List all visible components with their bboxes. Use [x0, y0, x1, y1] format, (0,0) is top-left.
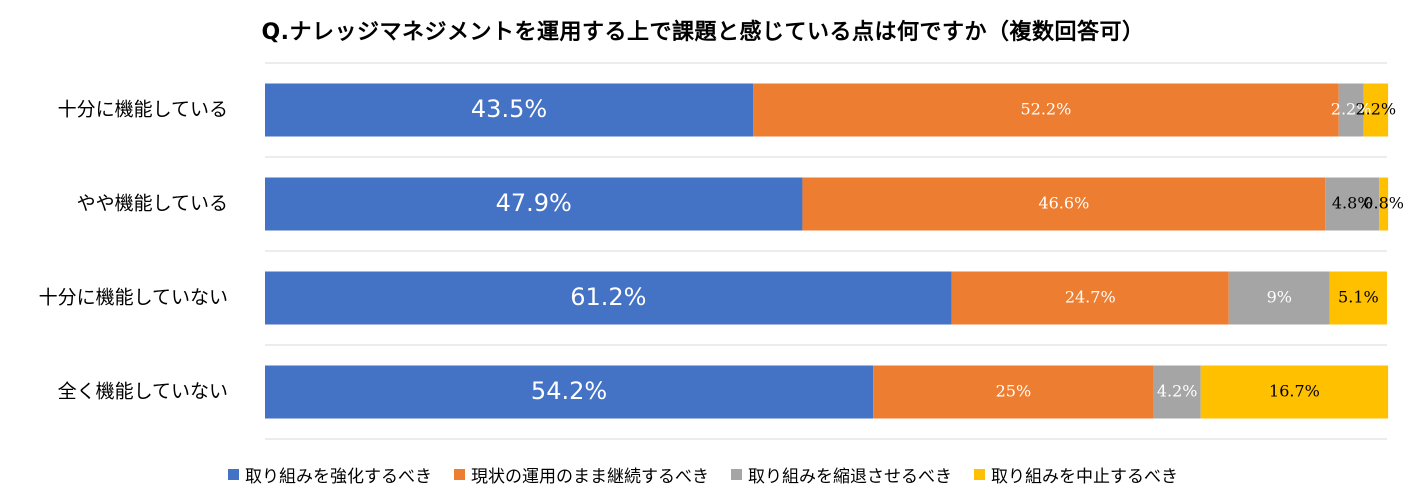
category-label: 全く機能していない [58, 381, 228, 403]
legend-label: 取り組みを強化するべき [245, 467, 432, 487]
bar-segment [1363, 83, 1389, 137]
bar-segment [951, 271, 1229, 325]
legend-swatch [454, 469, 465, 480]
data-label: 5.1% [1338, 288, 1379, 307]
bar-segment [1153, 365, 1201, 419]
bar-segment [1200, 365, 1389, 419]
category-label: やや機能している [77, 193, 228, 215]
legend-item: 現状の運用のまま継続するべき [454, 462, 709, 487]
data-label: 2.2% [1331, 100, 1372, 119]
legend-label: 取り組みを縮退させるべき [748, 467, 952, 487]
bar-segment [802, 177, 1326, 231]
category-label: 十分に機能している [58, 99, 228, 121]
data-label: 25% [996, 382, 1032, 401]
data-label: 46.6% [1038, 194, 1089, 213]
data-label: 16.7% [1269, 382, 1320, 401]
legend-item: 取り組みを縮退させるべき [731, 462, 952, 487]
data-label: 52.2% [1020, 100, 1071, 119]
legend-label: 現状の運用のまま継続するべき [471, 467, 709, 487]
data-label: 2.2% [1355, 100, 1396, 119]
bar-segment [265, 365, 874, 419]
bar-segment [753, 83, 1339, 137]
data-label: 4.8% [1332, 194, 1373, 213]
data-label: 47.9% [496, 189, 572, 217]
bar-segment [1325, 177, 1380, 231]
chart-title: Q.ナレッジマネジメントを運用する上で課題と感じている点は何ですか（複数回答可） [261, 20, 1145, 45]
data-label: 43.5% [471, 95, 547, 123]
bar-segment [265, 177, 803, 231]
bar-labels: 43.5% 52.2% 2.2%2.2% 47.9% 46.6% 4.8%0.8% 61.2… [471, 95, 1404, 405]
bar-segment [1329, 271, 1387, 325]
bar-segment [1338, 83, 1364, 137]
data-label: 0.8% [1363, 194, 1404, 213]
bar-segment [265, 271, 952, 325]
legend-item: 取り組みを強化するべき [228, 462, 432, 487]
legend-swatch [974, 469, 985, 480]
data-label: 61.2% [570, 283, 646, 311]
legend-swatch [731, 469, 742, 480]
data-label: 9% [1267, 288, 1292, 307]
data-label: 4.2% [1157, 382, 1198, 401]
legend: 取り組みを強化するべき 現状の運用のまま継続するべき 取り組みを縮退させるべき 取り組… [0, 462, 1406, 487]
bars [265, 83, 1389, 419]
legend-item: 取り組みを中止するべき [974, 462, 1178, 487]
bar-segment [265, 83, 754, 137]
data-label: 54.2% [531, 377, 607, 405]
legend-label: 取り組みを中止するべき [991, 467, 1178, 487]
data-label: 24.7% [1065, 288, 1116, 307]
legend-swatch [228, 469, 239, 480]
bar-segment [1228, 271, 1330, 325]
category-label: 十分に機能していない [39, 287, 228, 309]
bar-segment [873, 365, 1154, 419]
gridlines [265, 62, 1387, 440]
bar-segment [1379, 177, 1389, 231]
